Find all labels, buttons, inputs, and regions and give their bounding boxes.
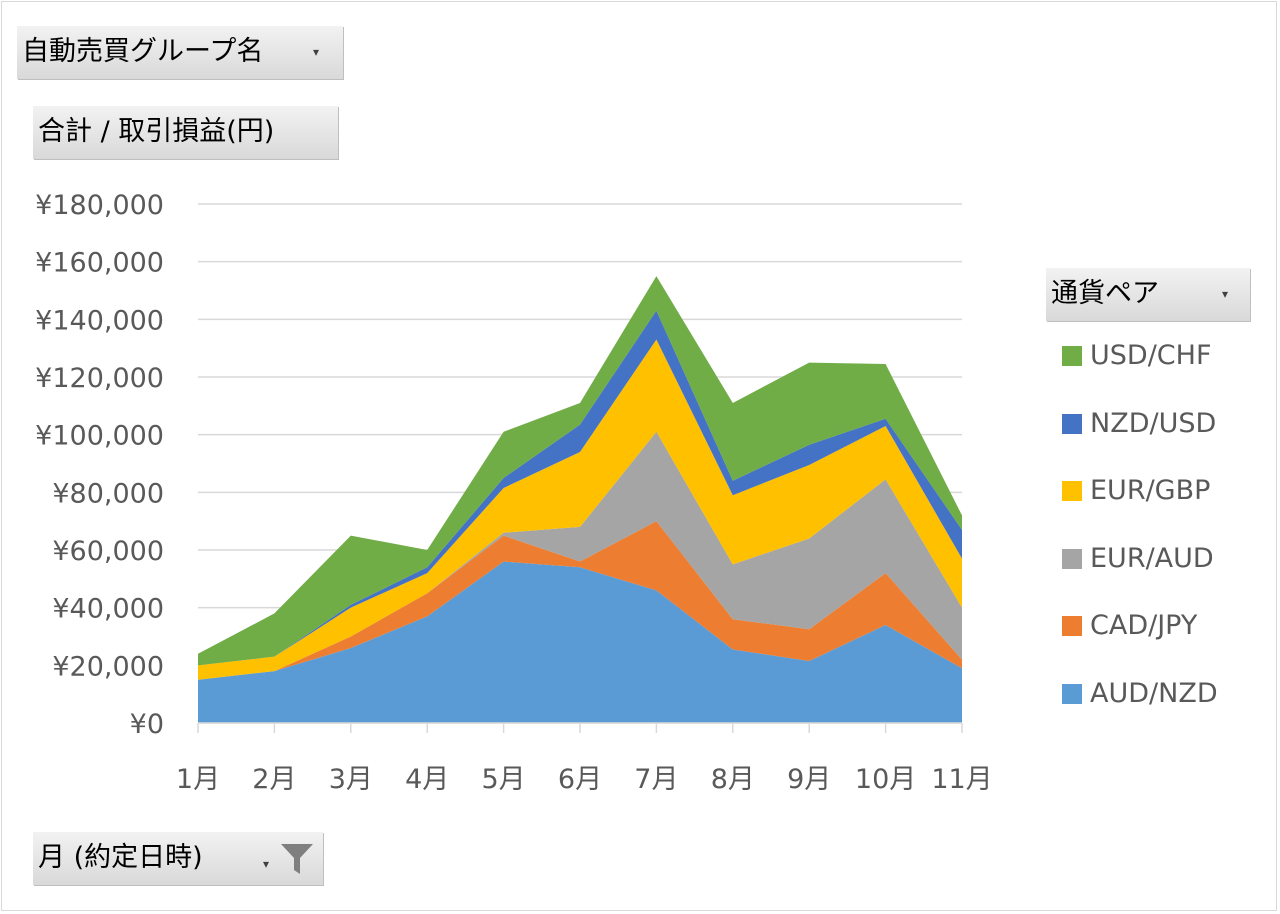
- filter-funnel-icon[interactable]: [279, 842, 315, 876]
- legend-swatch: [1062, 683, 1082, 704]
- x-tick-label: 6月: [558, 764, 602, 795]
- y-tick-label: ¥80,000: [52, 478, 164, 509]
- x-tick-label: 1月: [176, 764, 220, 795]
- y-tick-label: ¥100,000: [35, 421, 164, 452]
- x-tick-label: 3月: [329, 764, 373, 795]
- x-tick-label: 4月: [405, 764, 449, 795]
- y-tick-label: ¥160,000: [35, 248, 164, 279]
- x-tick-label: 2月: [252, 764, 296, 795]
- legend-label: USD/CHF: [1090, 340, 1212, 371]
- y-tick-label: ¥120,000: [35, 363, 164, 394]
- legend-label: CAD/JPY: [1090, 610, 1198, 641]
- y-tick-label: ¥140,000: [35, 305, 164, 336]
- values-field-button[interactable]: 合計 / 取引損益(円): [33, 106, 338, 159]
- x-tick-label: 7月: [634, 764, 678, 795]
- legend-label: AUD/NZD: [1090, 677, 1218, 709]
- legend-swatch: [1062, 548, 1082, 569]
- values-field-label: 合計 / 取引損益(円): [38, 116, 275, 147]
- legend-swatch: [1062, 616, 1082, 636]
- area-series-eur-aud[interactable]: [198, 431, 962, 680]
- axis-field-label: 月 (約定日時): [38, 842, 203, 873]
- x-tick-label: 8月: [711, 764, 755, 795]
- legend-label: NZD/USD: [1090, 407, 1217, 439]
- y-tick-label: ¥40,000: [52, 594, 164, 625]
- area-series-cad-jpy[interactable]: [198, 521, 962, 680]
- area-series-usd-chf[interactable]: [198, 276, 962, 666]
- legend-swatch: [1062, 481, 1082, 501]
- x-tick-label: 9月: [787, 764, 831, 795]
- dropdown-arrow-icon[interactable]: ▾: [1222, 287, 1229, 301]
- legend-field-button[interactable]: 通貨ペア ▾: [1046, 268, 1250, 321]
- report-filter-button[interactable]: 自動売買グループ名 ▾: [17, 26, 343, 79]
- legend-swatch: [1062, 346, 1082, 366]
- legend-swatch: [1062, 413, 1082, 434]
- dropdown-arrow-icon[interactable]: ▾: [263, 857, 270, 871]
- legend-label: EUR/AUD: [1090, 542, 1214, 574]
- legend-field-label: 通貨ペア: [1051, 278, 1159, 309]
- x-tick-label: 10月: [855, 764, 916, 795]
- axis-field-button[interactable]: 月 (約定日時) ▾: [33, 832, 323, 885]
- area-series-eur-gbp[interactable]: [198, 339, 962, 680]
- y-tick-label: ¥60,000: [52, 536, 164, 567]
- report-filter-label: 自動売買グループ名: [22, 36, 264, 67]
- y-tick-label: ¥20,000: [52, 651, 164, 682]
- legend-label: EUR/GBP: [1090, 475, 1211, 506]
- dropdown-arrow-icon[interactable]: ▾: [313, 45, 320, 59]
- area-series-aud-nzd[interactable]: [198, 561, 962, 723]
- x-tick-label: 5月: [482, 764, 526, 795]
- y-tick-label: ¥0: [130, 709, 164, 740]
- y-tick-label: ¥180,000: [35, 190, 164, 221]
- x-tick-label: 11月: [931, 764, 992, 795]
